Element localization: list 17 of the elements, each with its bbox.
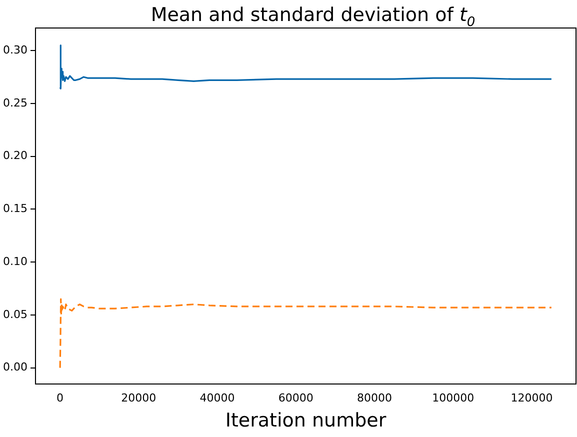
y-tick-label: 0.10	[2, 254, 28, 268]
y-tick-label: 0.30	[2, 43, 28, 56]
line-series	[59, 298, 552, 369]
x-axis-title: Iteration number	[225, 410, 386, 432]
chart-title: Mean and standard deviation of t$_{0}$	[150, 4, 476, 30]
x-tick-label: 40000	[200, 391, 235, 404]
x-tick-label: 0	[56, 391, 64, 404]
y-tick-label: 0.05	[2, 308, 28, 321]
x-tick-label: 60000	[278, 391, 314, 404]
y-tick-label: 0.00	[2, 360, 28, 374]
x-tick-label: 80000	[357, 391, 392, 404]
y-tick-label: 0.15	[2, 202, 28, 216]
x-tick-label: 100000	[432, 391, 474, 404]
x-tick-label: 20000	[121, 391, 156, 404]
y-tick-label: 0.25	[2, 96, 28, 110]
y-tick-label: 0.20	[2, 149, 28, 162]
x-tick-label: 120000	[510, 391, 553, 404]
